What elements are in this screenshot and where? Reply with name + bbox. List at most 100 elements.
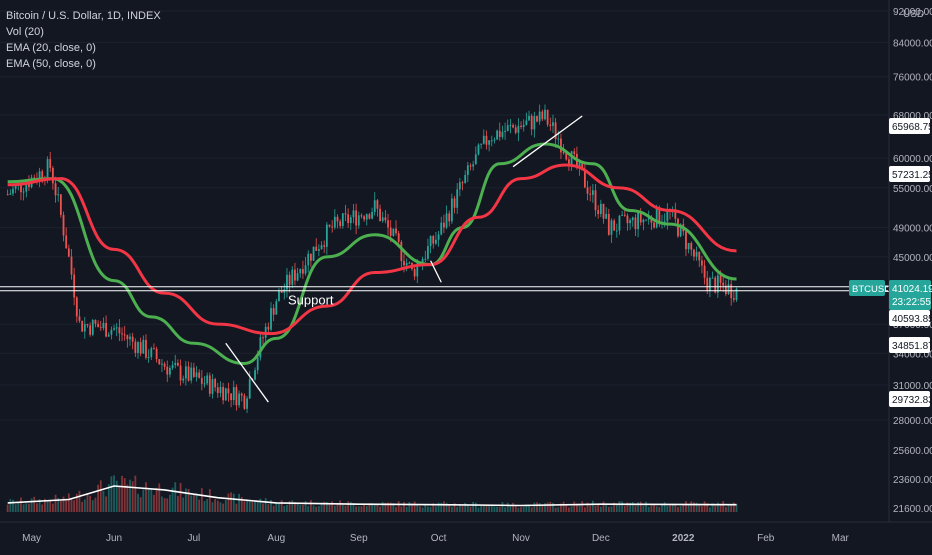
candle-body[interactable] <box>413 269 416 277</box>
candle-body[interactable] <box>658 207 661 225</box>
candle-body[interactable] <box>123 334 126 336</box>
candle-body[interactable] <box>296 273 299 281</box>
candle-body[interactable] <box>554 122 557 140</box>
candle-body[interactable] <box>578 162 581 168</box>
candle-body[interactable] <box>198 372 201 378</box>
candle-body[interactable] <box>344 213 347 215</box>
candle-body[interactable] <box>432 236 435 244</box>
candle-body[interactable] <box>248 379 251 399</box>
candle-body[interactable] <box>536 116 538 122</box>
candle-body[interactable] <box>171 365 174 369</box>
candle-body[interactable] <box>645 219 647 221</box>
candle-body[interactable] <box>304 265 307 274</box>
candle-body[interactable] <box>280 290 283 293</box>
candle-body[interactable] <box>203 383 206 385</box>
candle-body[interactable] <box>384 217 387 221</box>
candle-body[interactable] <box>610 220 613 235</box>
candle-body[interactable] <box>310 253 312 261</box>
candle-body[interactable] <box>405 262 408 266</box>
candle-body[interactable] <box>70 256 73 275</box>
candle-body[interactable] <box>75 297 78 317</box>
candle-body[interactable] <box>357 215 360 226</box>
candle-body[interactable] <box>618 215 621 231</box>
candle-body[interactable] <box>219 386 222 393</box>
candle-body[interactable] <box>727 284 730 294</box>
candle-body[interactable] <box>302 269 304 274</box>
candle-body[interactable] <box>155 348 158 360</box>
candle-body[interactable] <box>363 216 365 220</box>
candle-body[interactable] <box>392 228 395 236</box>
candle-body[interactable] <box>206 375 209 384</box>
candle-body[interactable] <box>445 213 448 228</box>
candle-body[interactable] <box>597 210 600 215</box>
candle-body[interactable] <box>477 144 480 155</box>
candle-body[interactable] <box>538 111 541 122</box>
candle-body[interactable] <box>275 301 278 315</box>
candle-body[interactable] <box>150 348 153 358</box>
candle-body[interactable] <box>325 224 328 247</box>
candle-body[interactable] <box>187 366 190 381</box>
candle-body[interactable] <box>86 324 89 326</box>
candle-body[interactable] <box>153 348 155 350</box>
trendline[interactable] <box>512 115 583 168</box>
candle-body[interactable] <box>317 249 320 251</box>
candle-body[interactable] <box>57 194 60 196</box>
candle-body[interactable] <box>232 387 235 400</box>
candle-body[interactable] <box>493 139 496 141</box>
candle-body[interactable] <box>397 233 400 242</box>
candle-body[interactable] <box>594 190 597 211</box>
ema50-line[interactable] <box>7 163 737 336</box>
candle-body[interactable] <box>121 333 123 335</box>
candle-body[interactable] <box>134 341 137 353</box>
candle-body[interactable] <box>320 245 323 250</box>
candle-body[interactable] <box>105 322 107 337</box>
candle-body[interactable] <box>716 275 719 293</box>
candle-body[interactable] <box>131 336 134 342</box>
candle-body[interactable] <box>443 222 445 228</box>
candle-body[interactable] <box>352 210 355 218</box>
candle-body[interactable] <box>262 337 264 339</box>
candle-body[interactable] <box>663 221 666 223</box>
candle-body[interactable] <box>416 263 419 277</box>
candle-body[interactable] <box>174 362 177 366</box>
candle-body[interactable] <box>602 203 605 219</box>
trendline[interactable] <box>225 342 269 403</box>
candle-body[interactable] <box>589 193 592 195</box>
candle-body[interactable] <box>59 194 62 215</box>
candle-body[interactable] <box>6 194 9 196</box>
candle-body[interactable] <box>586 187 589 194</box>
candle-body[interactable] <box>424 258 427 260</box>
candle-body[interactable] <box>722 282 725 286</box>
candle-body[interactable] <box>254 370 256 380</box>
candle-body[interactable] <box>365 214 368 220</box>
candle-body[interactable] <box>182 378 185 381</box>
candle-body[interactable] <box>163 363 166 367</box>
candle-body[interactable] <box>161 363 163 365</box>
candle-body[interactable] <box>498 130 501 137</box>
candle-body[interactable] <box>389 227 392 236</box>
candle-body[interactable] <box>51 167 54 184</box>
candle-body[interactable] <box>110 329 113 335</box>
candle-body[interactable] <box>690 242 693 250</box>
candle-body[interactable] <box>14 185 17 189</box>
candle-body[interactable] <box>129 336 131 340</box>
candle-body[interactable] <box>549 124 552 126</box>
candle-body[interactable] <box>139 342 142 354</box>
candle-body[interactable] <box>166 366 169 375</box>
candle-body[interactable] <box>706 277 709 291</box>
candle-body[interactable] <box>456 189 459 208</box>
candle-body[interactable] <box>145 339 147 358</box>
candle-body[interactable] <box>286 274 288 290</box>
candle-body[interactable] <box>41 171 44 180</box>
candle-body[interactable] <box>368 214 371 219</box>
candle-body[interactable] <box>674 209 677 219</box>
candle-body[interactable] <box>288 274 291 285</box>
candle-body[interactable] <box>639 212 642 223</box>
candle-body[interactable] <box>299 269 302 274</box>
candle-body[interactable] <box>339 221 342 227</box>
candle-body[interactable] <box>97 323 99 328</box>
candle-body[interactable] <box>214 379 217 388</box>
candle-body[interactable] <box>458 182 461 190</box>
candle-body[interactable] <box>246 398 248 409</box>
candle-body[interactable] <box>307 253 310 266</box>
